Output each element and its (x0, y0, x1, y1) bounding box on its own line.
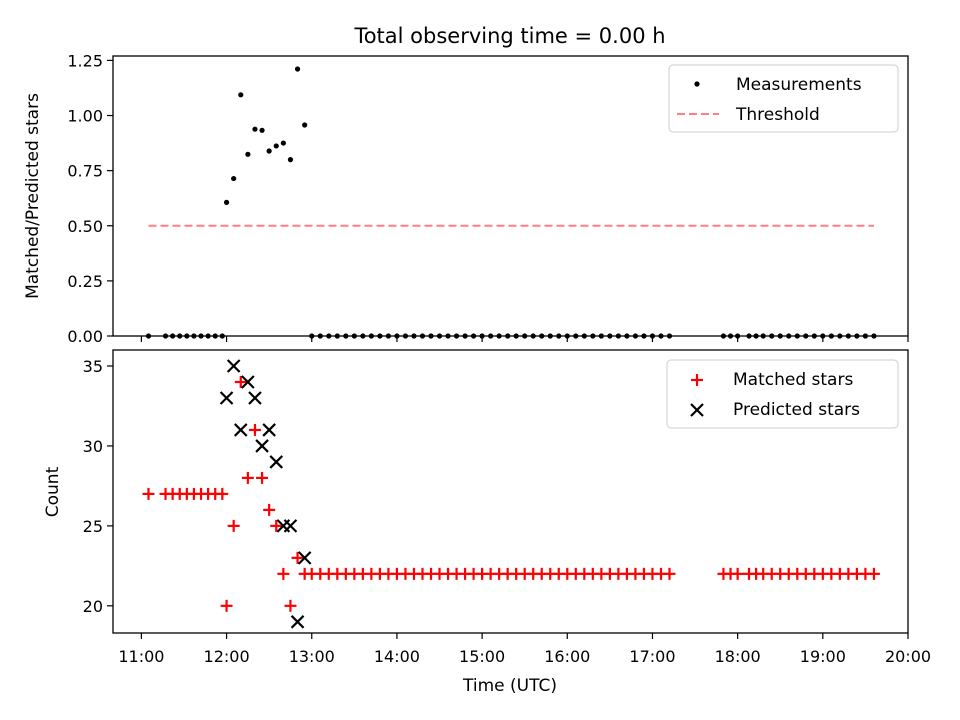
matched-star-point (142, 487, 155, 500)
predicted-star-point (290, 615, 305, 629)
predicted-x-b (269, 455, 284, 469)
measurement-point (280, 140, 286, 146)
count-y-tick-label: 25 (83, 517, 103, 536)
ratio-y-tick-label: 0.00 (67, 327, 103, 346)
x-tick-label: 12:00 (204, 647, 250, 666)
measurement-point (259, 127, 265, 133)
x-tick-label: 19:00 (800, 647, 846, 666)
ratio-y-tick-label: 1.00 (67, 107, 103, 126)
matched-star-point (731, 567, 744, 580)
x-tick-label: 11:00 (118, 647, 164, 666)
count-y-tick-label: 35 (83, 357, 103, 376)
count-marks (142, 359, 880, 629)
predicted-x-b (290, 615, 305, 629)
predicted-star-point (233, 423, 248, 437)
predicted-x-b (262, 423, 276, 437)
matched-star-point (663, 567, 676, 580)
measurement-point (223, 199, 230, 205)
x-tick-label: 18:00 (715, 647, 761, 666)
matched-star-point (216, 487, 229, 500)
count-legend-box (666, 359, 899, 429)
measurement-point (266, 148, 272, 154)
matched-star-point (241, 471, 254, 484)
ratio-y-tick-label: 1.25 (67, 51, 103, 70)
predicted-star-point (226, 359, 241, 373)
predicted-star-point (269, 455, 284, 469)
predicted-x-b (233, 423, 248, 437)
matched-star-point (291, 551, 304, 564)
figure-title: Total observing time = 0.00 h (353, 24, 665, 48)
predicted-x-b (241, 375, 255, 389)
legend-matched-label: Matched stars (733, 370, 853, 390)
predicted-star-point (241, 375, 255, 389)
matched-legend-marker (691, 374, 703, 386)
predicted-star-point (283, 519, 298, 533)
ratio-x-ticks (140, 336, 909, 342)
measurement-point (252, 126, 258, 132)
predicted-x-b (297, 551, 312, 565)
count-x-axis: 11:00 12:00 13:00 14:00 15:00 16:00 17:00 18:00… (118, 633, 931, 666)
measurement-point (238, 92, 244, 98)
matched-star-point (284, 599, 297, 612)
measurement-point (287, 157, 294, 163)
count-y-tick-label: 30 (83, 437, 103, 456)
matched-star-point (263, 503, 276, 516)
measurement-point (273, 143, 279, 149)
x-tick-label: 15:00 (459, 647, 505, 666)
ratio-y-axis: 0.00 0.25 0.50 0.75 1.00 1.25 (67, 51, 113, 346)
predicted-x-b (248, 391, 262, 405)
ratio-panel: 0.00 0.25 0.50 0.75 1.00 1.25 Matched/Predict… (23, 51, 909, 346)
legend-measurements-label: Measurements (736, 75, 862, 95)
measurement-point (231, 175, 237, 182)
measurement-point (302, 122, 308, 128)
count-legend: Matched stars Predicted stars (666, 359, 899, 429)
matched-star-point (277, 567, 290, 580)
count-y-axis: 20 25 30 35 (83, 357, 113, 616)
predicted-star-point (262, 423, 276, 437)
ratio-y-tick-label: 0.50 (67, 217, 103, 236)
predicted-star-point (219, 391, 234, 405)
matched-star-point (867, 567, 880, 580)
measurement-point (294, 66, 301, 72)
matched-star-point (248, 423, 261, 436)
ratio-y-axis-label: Matched/Predicted stars (23, 93, 43, 299)
matched-star-point (270, 519, 283, 532)
x-tick-label: 20:00 (885, 647, 931, 666)
measurement-point (245, 151, 251, 157)
ratio-y-tick-label: 0.25 (67, 272, 103, 291)
x-tick-label: 13:00 (289, 647, 335, 666)
ratio-legend-box (668, 64, 899, 133)
x-tick-label: 14:00 (374, 647, 420, 666)
legend-threshold-label: Threshold (735, 105, 820, 125)
matched-star-point (227, 519, 240, 532)
measurements-legend-marker (694, 81, 700, 87)
predicted-x-b (255, 439, 269, 453)
ratio-y-tick-label: 0.75 (67, 162, 103, 181)
predicted-star-point (255, 439, 269, 453)
predicted-x-b (283, 519, 298, 533)
legend-predicted-label: Predicted stars (733, 400, 860, 420)
predicted-star-point (248, 391, 262, 405)
predicted-x-b (219, 391, 234, 405)
predicted-legend-marker (690, 403, 704, 417)
count-y-axis-label: Count (43, 466, 63, 517)
x-axis-label: Time (UTC) (462, 676, 557, 696)
x-tick-label: 16:00 (544, 647, 590, 666)
x-tick-label: 17:00 (629, 647, 675, 666)
ratio-plot-frame (112, 55, 909, 337)
matched-star-point (234, 375, 247, 388)
predicted-star-point (297, 551, 312, 565)
ratio-legend: Measurements Threshold (668, 64, 899, 133)
count-plot-frame (112, 349, 909, 634)
matched-star-point (256, 471, 269, 484)
predicted-x-b (226, 359, 241, 373)
matched-star-point (220, 599, 233, 612)
count-y-tick-label: 20 (83, 597, 103, 616)
